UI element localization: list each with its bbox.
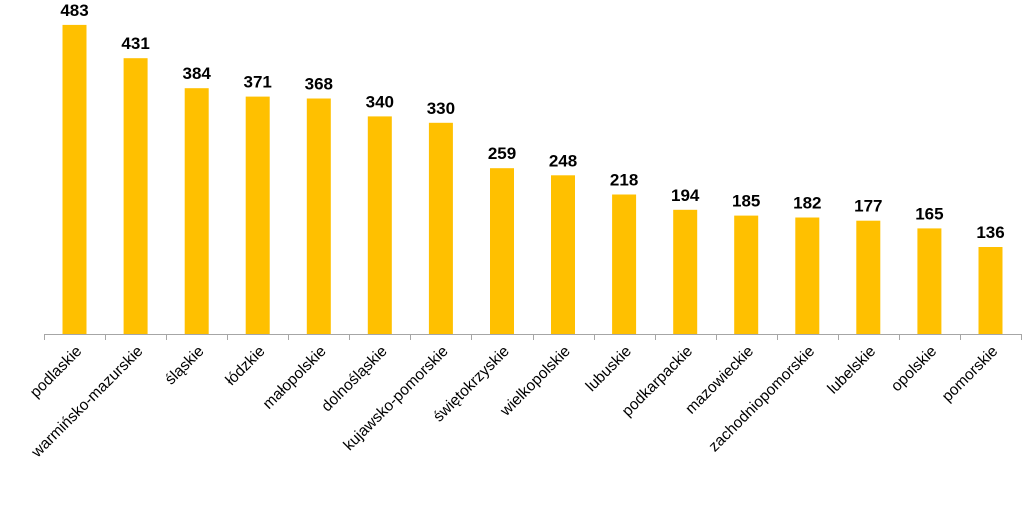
category-label: kujawsko-pomorskie	[340, 343, 451, 454]
bar-4	[245, 96, 270, 334]
bar-value-label: 194	[671, 186, 700, 205]
bar-value-label: 165	[915, 204, 943, 223]
bar-value-label: 371	[244, 73, 272, 92]
bar-8	[490, 168, 514, 334]
category-label: lubelskie	[824, 343, 879, 398]
bar-14	[856, 220, 881, 334]
category-label: łódzkie	[222, 343, 268, 389]
bar-value-label: 340	[366, 92, 394, 111]
bar-2	[123, 58, 148, 334]
category-label: lubuskie	[583, 343, 635, 395]
category-label: śląskie	[162, 343, 208, 389]
bar-value-label: 431	[121, 34, 149, 53]
bar-3	[184, 88, 209, 334]
bar-value-label: 177	[854, 197, 882, 216]
bar-value-label: 483	[60, 1, 88, 20]
bar-15	[917, 228, 942, 334]
x-axis-ticks	[44, 334, 1022, 340]
bar-value-label: 248	[549, 151, 577, 170]
bar-16	[978, 247, 1003, 334]
bar-value-label: 384	[183, 64, 212, 83]
category-label: pomorskie	[939, 343, 1002, 406]
bar-value-label: 185	[732, 192, 760, 211]
bar-value-label: 259	[488, 144, 516, 163]
bar-13	[795, 217, 820, 334]
bars-group	[62, 24, 1003, 335]
bar-9	[551, 175, 575, 334]
category-label: opolskie	[888, 343, 940, 395]
bar-11	[673, 209, 698, 334]
bar-value-label: 136	[976, 223, 1004, 242]
bar-value-label: 182	[793, 194, 821, 213]
category-label: warmińsko-mazurskie	[28, 343, 147, 462]
bar-10	[612, 194, 637, 334]
bar-value-label: 368	[305, 75, 333, 94]
bar-6	[367, 116, 392, 335]
category-label: zachodniopomorskie	[706, 343, 819, 456]
bar-1	[62, 24, 87, 335]
bar-12	[734, 215, 759, 334]
value-labels-group: 483 431 384 371 368 340 330 259 248 218 194 185 182 1…	[60, 1, 1004, 242]
bar-7	[428, 122, 453, 334]
category-label: podlaskie	[27, 343, 85, 401]
bar-5	[306, 98, 331, 334]
bar-value-label: 218	[610, 171, 638, 190]
bar-value-label: 330	[427, 99, 455, 118]
